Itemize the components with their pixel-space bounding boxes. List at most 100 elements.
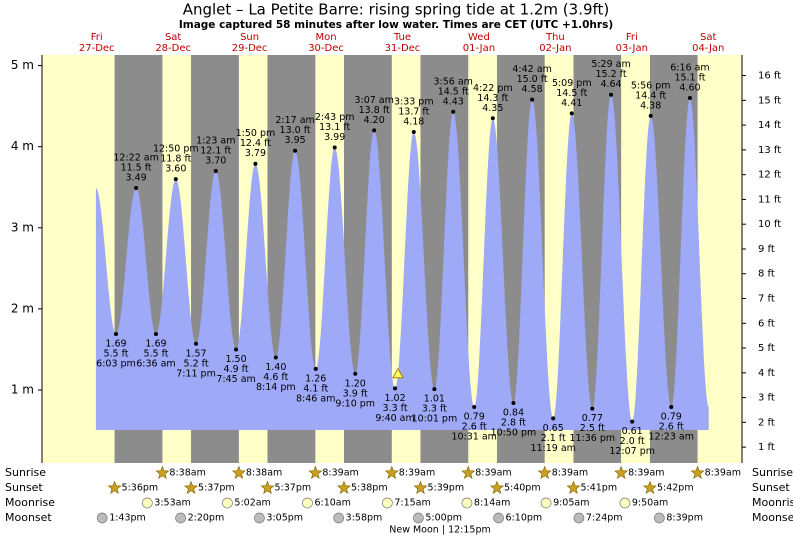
moonset-time: 8:39pm: [666, 513, 703, 524]
moonset-icon: [333, 512, 345, 524]
tide-time: 7:11 pm: [176, 368, 216, 379]
tide-height-ft: 2.1 ft: [541, 433, 566, 444]
tide-point: [273, 355, 278, 360]
tide-point: [234, 347, 239, 352]
moonset-icon: [493, 512, 504, 524]
tide-height-ft: 2.8 ft: [501, 417, 526, 428]
tide-time: 4:42 am: [512, 64, 551, 75]
sunset-time: 5:36pm: [122, 483, 159, 494]
tide-height-ft: 3.9 ft: [343, 388, 368, 399]
tide-height-m: 1.57: [185, 348, 206, 359]
tide-height-m: 1.50: [225, 354, 246, 365]
tide-height-ft: 12.4 ft: [240, 138, 271, 149]
sun-icon: [384, 465, 399, 479]
moonrise-icon: [302, 497, 313, 509]
tide-time: 6:36 am: [136, 359, 175, 370]
moonrise-time: 9:05am: [553, 498, 589, 509]
tide-point: [372, 128, 377, 133]
tide-time: 11:36 pm: [569, 433, 615, 444]
tide-point: [569, 111, 574, 116]
tide-height-m: 0.65: [543, 423, 564, 434]
tide-point: [432, 387, 437, 392]
moonrise-icon: [382, 497, 393, 509]
date-label: 03-Jan: [616, 43, 648, 54]
tide-height-ft: 3.3 ft: [422, 404, 447, 415]
weekday-label: Sat: [700, 32, 716, 43]
tide-height-ft: 14.5 ft: [438, 86, 469, 97]
tide-height-m: 1.40: [265, 362, 286, 373]
tide-height-ft: 11.5 ft: [121, 163, 152, 174]
y-tick-label: 4 m: [11, 139, 34, 153]
tide-height-ft: 12.1 ft: [200, 145, 231, 156]
sun-icon: [461, 465, 476, 479]
date-label: 01-Jan: [463, 43, 495, 54]
tide-height-m: 1.02: [384, 393, 405, 404]
chart-title: Anglet – La Petite Barre: rising spring …: [183, 1, 610, 19]
moonset-time: 5:00pm: [425, 513, 462, 524]
tide-point: [113, 332, 118, 337]
moonset-time: 2:20pm: [188, 513, 225, 524]
tide-point: [293, 148, 298, 153]
date-label: 27-Dec: [79, 43, 115, 54]
date-label: 28-Dec: [155, 43, 191, 54]
tide-height-m: 4.60: [679, 82, 700, 93]
y-tick-label: 5 m: [11, 58, 34, 72]
tide-height-m: 3.70: [205, 155, 226, 166]
sunrise-time: 8:39am: [322, 468, 358, 479]
y2-tick-label: 3 ft: [758, 393, 775, 404]
weekday-label: Mon: [315, 32, 336, 43]
tide-height-ft: 15.0 ft: [517, 74, 548, 85]
y2-tick-label: 12 ft: [758, 170, 781, 181]
tide-height-m: 4.64: [600, 79, 621, 90]
tide-height-m: 1.69: [145, 339, 166, 350]
y-tick-label: 3 m: [11, 220, 34, 234]
tide-time: 3:07 am: [354, 95, 393, 106]
moonrise-icon: [619, 497, 631, 509]
y2-tick-label: 6 ft: [758, 318, 775, 329]
tide-height-m: 1.26: [305, 373, 326, 384]
sunrise-time: 8:39am: [628, 468, 664, 479]
tide-height-m: 0.79: [464, 412, 485, 423]
sunrise-time: 8:38am: [169, 468, 205, 479]
moonset-time: 3:05pm: [266, 513, 303, 524]
date-label: 02-Jan: [539, 43, 571, 54]
tide-height-m: 1.01: [424, 394, 445, 405]
tide-time: 12:23 am: [648, 432, 693, 443]
chart-subtitle: Image captured 58 minutes after low wate…: [179, 19, 613, 31]
sunset-time: 5:37pm: [274, 483, 311, 494]
y2-tick-label: 1 ft: [758, 442, 775, 453]
tide-height-ft: 14.3 ft: [477, 93, 508, 104]
tide-height-m: 3.60: [165, 164, 186, 175]
tide-point: [411, 130, 416, 135]
y2-tick-label: 5 ft: [758, 343, 775, 354]
tide-point: [669, 405, 674, 410]
sunrise-time: 8:39am: [705, 468, 741, 479]
y2-tick-label: 2 ft: [758, 417, 775, 428]
sun-icon: [308, 465, 323, 479]
sunrise-time: 8:39am: [399, 468, 435, 479]
moonrise-time: 8:14am: [474, 498, 510, 509]
moonset-icon: [573, 512, 585, 524]
sun-icon: [337, 480, 351, 494]
tide-point: [134, 186, 139, 191]
y2-tick-label: 9 ft: [758, 244, 775, 255]
moonset-icon: [96, 512, 108, 524]
tide-time: 1:50 pm: [236, 128, 276, 139]
moonrise-time: 3:53am: [154, 498, 190, 509]
tide-time: 12:22 am: [113, 153, 158, 164]
row-label: Sunrise: [752, 466, 793, 479]
y2-tick-label: 11 ft: [758, 194, 781, 205]
tide-height-ft: 13.7 ft: [398, 107, 429, 118]
tide-height-m: 0.79: [661, 412, 682, 423]
tide-height-m: 4.58: [522, 84, 543, 95]
moonset-icon: [413, 512, 424, 524]
sunrise-time: 8:39am: [552, 468, 588, 479]
date-label: 31-Dec: [385, 43, 421, 54]
y2-tick-label: 13 ft: [758, 145, 781, 156]
sun-icon: [107, 480, 122, 494]
tide-time: 3:56 am: [434, 76, 473, 87]
tide-point: [213, 168, 218, 173]
tide-point: [590, 406, 595, 411]
tide-point: [630, 419, 635, 424]
moonrise-time: 7:15am: [394, 498, 430, 509]
